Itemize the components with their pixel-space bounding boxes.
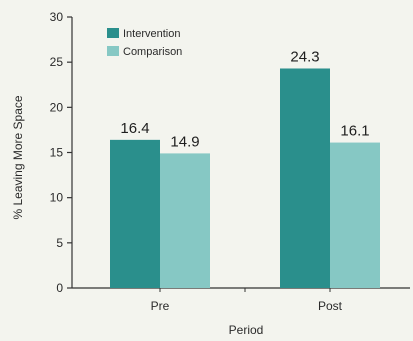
x-axis-title: Period [229,323,264,337]
y-tick-label: 10 [50,191,64,205]
legend-label-intervention: Intervention [123,28,180,40]
legend-label-comparison: Comparison [123,46,182,58]
y-tick-label: 15 [50,146,64,160]
y-axis-title: % Leaving More Space [11,95,25,219]
y-tick-label: 20 [50,100,64,114]
data-label: 14.9 [170,133,199,150]
legend: Intervention Comparison [107,28,182,58]
x-tick-label: Post [318,299,343,313]
data-label: 16.1 [340,123,369,140]
y-tick-label: 5 [56,236,63,250]
data-label: 16.4 [120,120,149,137]
bars: 16.4 14.9 24.3 16.1 [110,48,380,289]
bar-intervention-pre [110,139,160,288]
x-tick-label: Pre [151,299,170,313]
y-tick-label: 30 [50,10,64,24]
x-axis: Pre Post Period [72,287,410,337]
data-label: 24.3 [290,48,319,65]
legend-swatch-comparison [107,46,119,56]
y-tick-label: 0 [56,281,63,295]
bar-intervention-post [280,68,330,289]
legend-swatch-intervention [107,28,119,38]
y-axis: 0 5 10 15 20 25 30 % Leaving More Space [11,10,73,295]
y-tick-label: 25 [50,55,64,69]
bar-comparison-post [330,142,380,288]
bar-comparison-pre [160,153,210,288]
